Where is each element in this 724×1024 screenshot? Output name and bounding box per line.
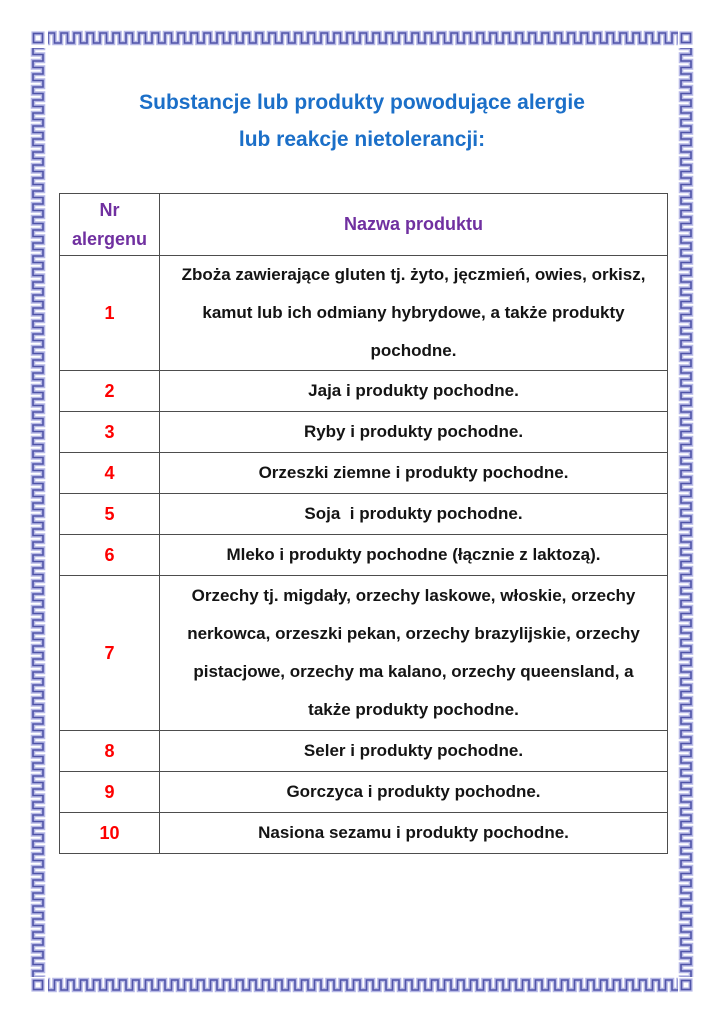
allergen-name: Gorczyca i produkty pochodne. bbox=[159, 771, 668, 813]
allergen-table: Nr alergenu Nazwa produktu 1 Zboża zawie… bbox=[59, 193, 668, 854]
table-row: 1 Zboża zawierające gluten tj. żyto, jęc… bbox=[59, 255, 668, 371]
table-row: 4 Orzeszki ziemne i produkty pochodne. bbox=[59, 452, 668, 494]
allergen-name: Mleko i produkty pochodne (łącznie z lak… bbox=[159, 534, 668, 576]
allergen-name: Ryby i produkty pochodne. bbox=[159, 411, 668, 453]
table-row: 10 Nasiona sezamu i produkty pochodne. bbox=[59, 812, 668, 854]
allergen-number: 6 bbox=[59, 534, 160, 576]
allergen-name: Orzechy tj. migdały, orzechy laskowe, wł… bbox=[159, 575, 668, 731]
allergen-number: 10 bbox=[59, 812, 160, 854]
allergen-number: 8 bbox=[59, 730, 160, 772]
page-title-line-1: Substancje lub produkty powodujące alerg… bbox=[139, 91, 585, 114]
allergen-name: Seler i produkty pochodne. bbox=[159, 730, 668, 772]
table-header-row: Nr alergenu Nazwa produktu bbox=[59, 193, 668, 256]
table-row: 3 Ryby i produkty pochodne. bbox=[59, 411, 668, 453]
table-row: 7 Orzechy tj. migdały, orzechy laskowe, … bbox=[59, 575, 668, 731]
table-row: 2 Jaja i produkty pochodne. bbox=[59, 370, 668, 412]
table-row: 9 Gorczyca i produkty pochodne. bbox=[59, 771, 668, 813]
page-title: Substancje lub produkty powodujące alerg… bbox=[0, 84, 724, 158]
page-title-line-2: lub reakcje nietolerancji: bbox=[238, 128, 486, 151]
allergen-name: Soja i produkty pochodne. bbox=[159, 493, 668, 535]
table-row: 6 Mleko i produkty pochodne (łącznie z l… bbox=[59, 534, 668, 576]
allergen-number: 2 bbox=[59, 370, 160, 412]
allergen-number: 3 bbox=[59, 411, 160, 453]
allergen-number: 9 bbox=[59, 771, 160, 813]
allergen-number: 4 bbox=[59, 452, 160, 494]
allergen-number: 1 bbox=[59, 255, 160, 371]
allergen-name: Orzeszki ziemne i produkty pochodne. bbox=[159, 452, 668, 494]
table-row: 5 Soja i produkty pochodne. bbox=[59, 493, 668, 535]
allergen-number: 7 bbox=[59, 575, 160, 731]
header-nazwa-produktu: Nazwa produktu bbox=[159, 193, 668, 256]
allergen-name: Zboża zawierające gluten tj. żyto, jęczm… bbox=[159, 255, 668, 371]
table-row: 8 Seler i produkty pochodne. bbox=[59, 730, 668, 772]
allergen-number: 5 bbox=[59, 493, 160, 535]
allergen-name: Jaja i produkty pochodne. bbox=[159, 370, 668, 412]
header-nr-alergenu: Nr alergenu bbox=[59, 193, 160, 256]
allergen-name: Nasiona sezamu i produkty pochodne. bbox=[159, 812, 668, 854]
